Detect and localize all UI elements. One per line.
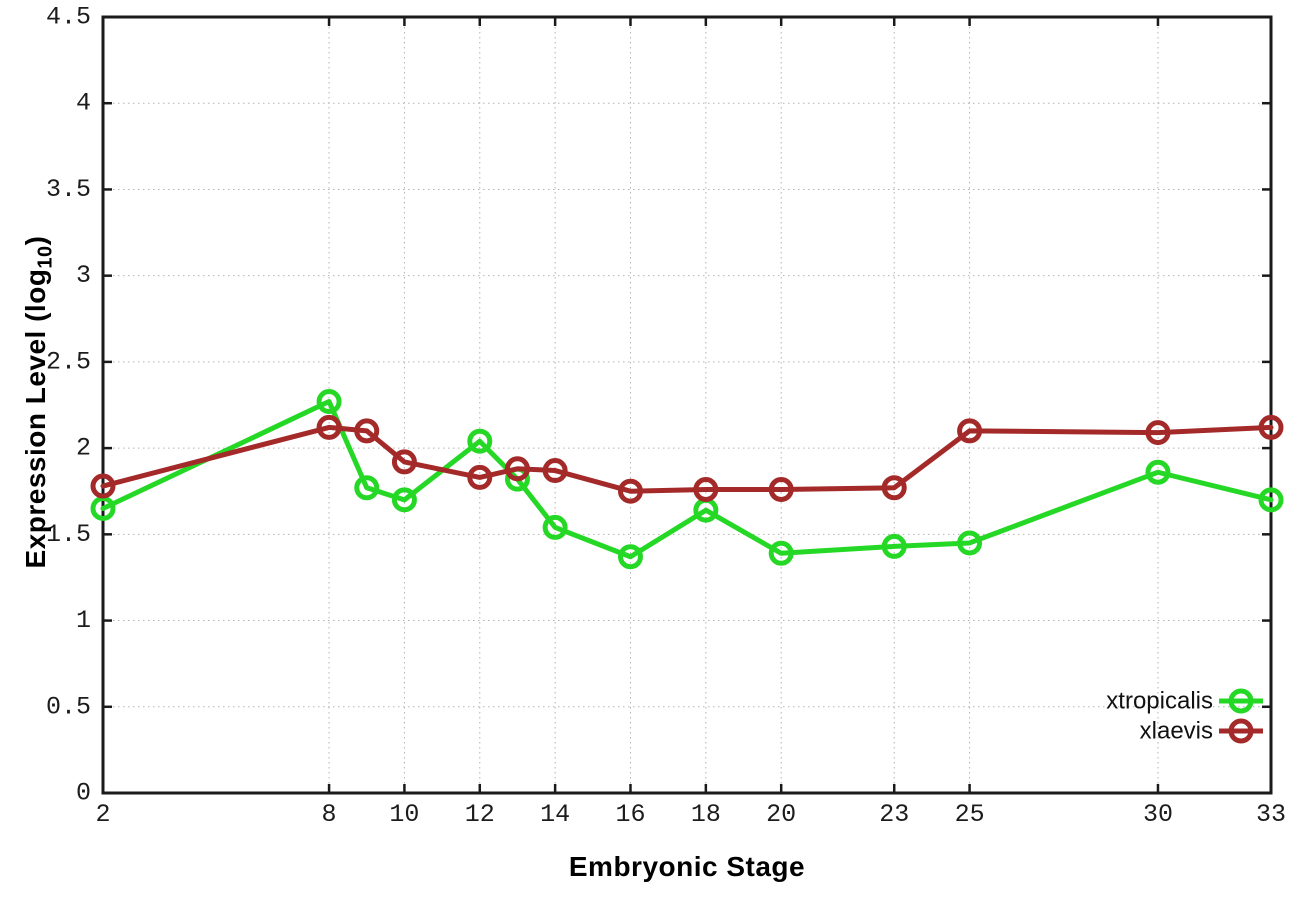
x-tick-label: 10 [389, 800, 419, 829]
data-point-xlaevis [391, 449, 417, 475]
x-tick-label: 8 [322, 800, 337, 829]
data-point-xtropicalis [768, 540, 794, 566]
y-tick-label: 0 [76, 779, 91, 808]
legend-entry-xlaevis: xlaevis [1140, 718, 1263, 745]
legend-label-xlaevis: xlaevis [1140, 718, 1213, 745]
y-axis-title-close: ) [20, 235, 51, 246]
x-tick-label: 20 [766, 800, 796, 829]
legend-marker-xtropicalis [1228, 688, 1254, 714]
data-point-xtropicalis [957, 530, 983, 556]
data-point-xtropicalis [467, 428, 493, 454]
legend: xtropicalis xlaevis [1106, 688, 1263, 745]
data-point-xlaevis [542, 458, 568, 484]
x-tick-label: 12 [465, 800, 495, 829]
data-point-xlaevis [467, 464, 493, 490]
y-tick-label: 2.5 [46, 347, 91, 376]
y-tick-label: 3 [76, 261, 91, 290]
x-tick-label: 18 [691, 800, 721, 829]
y-tick-label: 2 [76, 434, 91, 463]
x-tick-label: 25 [955, 800, 985, 829]
y-axis-title-subscript: 10 [34, 245, 57, 269]
data-point-xlaevis [957, 418, 983, 444]
data-point-xtropicalis [1258, 487, 1284, 513]
x-tick-label: 16 [615, 800, 645, 829]
data-point-xlaevis [354, 418, 380, 444]
data-point-xlaevis [316, 414, 342, 440]
data-point-xlaevis [90, 473, 116, 499]
data-point-xlaevis [693, 476, 719, 502]
x-tick-label: 30 [1143, 800, 1173, 829]
y-tick-label: 4.5 [46, 3, 91, 32]
y-tick-label: 1 [76, 606, 91, 635]
series-xlaevis [90, 414, 1284, 504]
data-point-xlaevis [617, 478, 643, 504]
data-point-xtropicalis [542, 514, 568, 540]
x-tick-label: 23 [879, 800, 909, 829]
data-point-xlaevis [1145, 420, 1171, 446]
data-point-xtropicalis [617, 544, 643, 570]
x-axis-title: Embryonic Stage [568, 851, 806, 882]
y-tick-label: 0.5 [46, 692, 91, 721]
y-tick-label: 4 [76, 89, 91, 118]
y-axis-title-text: Expression Level (log [20, 268, 51, 569]
data-point-xtropicalis [881, 533, 907, 559]
legend-entry-xtropicalis: xtropicalis [1106, 688, 1263, 715]
data-point-xlaevis [1258, 414, 1284, 440]
x-tick-label: 14 [540, 800, 570, 829]
series-xtropicalis [90, 389, 1284, 570]
series-line-xlaevis [100, 424, 1274, 494]
plot-border [101, 15, 1273, 795]
y-tick-label: 3.5 [46, 175, 91, 204]
data-point-xlaevis [504, 456, 530, 482]
series-line-xtropicalis [100, 399, 1274, 560]
legend-label-xtropicalis: xtropicalis [1106, 688, 1213, 715]
data-point-xlaevis [768, 476, 794, 502]
data-point-xtropicalis [354, 475, 380, 501]
x-tick-label: 2 [95, 800, 110, 829]
data-point-xtropicalis [391, 487, 417, 513]
data-point-xlaevis [881, 475, 907, 501]
y-tick-label: 1.5 [46, 520, 91, 549]
data-point-xtropicalis [1145, 459, 1171, 485]
legend-marker-xlaevis [1228, 718, 1254, 744]
data-point-xtropicalis [316, 389, 342, 415]
x-tick-label: 33 [1256, 800, 1286, 829]
